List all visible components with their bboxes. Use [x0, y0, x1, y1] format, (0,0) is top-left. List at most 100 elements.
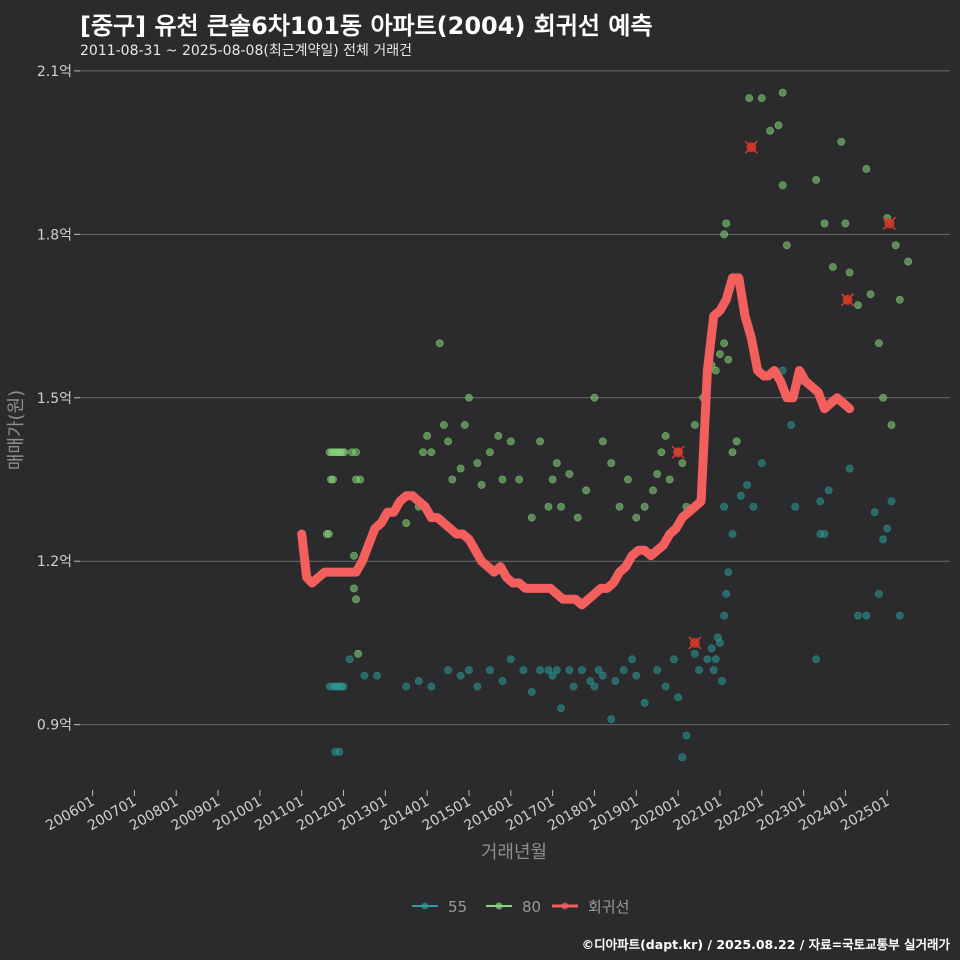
legend-label: 55 [448, 898, 467, 916]
data-point-55 [854, 611, 862, 620]
series-80-points [322, 88, 913, 658]
outlier-cross [840, 293, 855, 307]
series-55-points [325, 366, 904, 762]
data-point-80 [820, 219, 829, 228]
data-point-80 [352, 475, 360, 484]
data-point-55 [456, 671, 465, 680]
data-point-55 [628, 655, 637, 664]
data-point-55 [874, 589, 883, 598]
data-point-55 [619, 666, 628, 675]
data-point-55 [791, 502, 800, 511]
data-point-55 [444, 666, 452, 675]
data-point-55 [506, 655, 515, 664]
data-point-80 [435, 339, 444, 348]
data-point-55 [335, 747, 344, 756]
data-point-55 [653, 666, 662, 675]
data-point-55 [678, 753, 687, 762]
outlier-cross [882, 216, 896, 230]
data-point-80 [582, 486, 591, 495]
legend-key-dot [561, 902, 569, 910]
data-point-80 [757, 94, 766, 103]
data-point-55 [883, 524, 892, 533]
y-tick-label: 1.5억 [37, 391, 72, 407]
data-point-80 [716, 350, 724, 359]
data-point-80 [887, 421, 896, 429]
y-axis-title: 매매가(원) [6, 390, 27, 470]
legend: 55 80 회귀선 [412, 898, 629, 916]
data-point-55 [498, 677, 507, 685]
data-point-55 [707, 644, 716, 653]
data-point-80 [444, 437, 452, 446]
data-point-80 [460, 421, 469, 429]
x-axis-title: 거래년월 [481, 842, 547, 863]
data-point-55 [548, 671, 557, 680]
data-point-80 [465, 393, 473, 402]
data-point-80 [548, 475, 557, 484]
data-point-80 [506, 437, 515, 446]
data-point-80 [722, 219, 731, 228]
y-tick-label: 0.9억 [37, 718, 72, 734]
data-point-55 [787, 421, 795, 429]
data-point-55 [862, 611, 871, 620]
data-point-80 [607, 459, 616, 468]
data-point-80 [515, 475, 524, 484]
data-point-55 [718, 677, 726, 685]
data-point-80 [866, 290, 875, 299]
data-point-80 [766, 126, 775, 135]
data-point-80 [653, 470, 662, 478]
data-point-55 [812, 655, 821, 664]
data-point-80 [552, 459, 561, 468]
data-point-55 [820, 530, 829, 538]
data-point-55 [594, 666, 603, 675]
data-point-55 [845, 464, 854, 473]
data-point-55 [895, 611, 904, 620]
data-point-55 [632, 671, 641, 680]
data-point-80 [423, 431, 432, 440]
data-point-80 [732, 437, 741, 446]
data-point-80 [419, 448, 427, 457]
data-point-80 [494, 431, 503, 440]
legend-key-dot [495, 902, 503, 910]
data-point-80 [657, 448, 666, 457]
y-tick-label: 1.8억 [37, 227, 72, 243]
data-point-80 [590, 393, 599, 402]
data-point-55 [711, 655, 720, 664]
data-point-55 [569, 682, 578, 691]
data-point-55 [879, 535, 887, 544]
outlier-cross [688, 636, 702, 650]
data-point-80 [841, 219, 850, 228]
data-point-55 [709, 666, 718, 675]
data-point-55 [870, 508, 879, 517]
data-point-80 [649, 486, 657, 495]
data-point-80 [904, 257, 913, 266]
y-tick-label: 2.1억 [37, 64, 72, 80]
data-point-55 [703, 655, 712, 664]
data-point-80 [340, 448, 349, 457]
data-point-80 [329, 475, 337, 484]
regression-line-group [297, 273, 855, 610]
data-point-80 [448, 475, 457, 484]
data-point-80 [527, 513, 536, 522]
data-point-55 [519, 666, 528, 675]
data-point-80 [544, 502, 553, 511]
data-point-55 [816, 497, 825, 506]
legend-key-dot [421, 902, 429, 910]
data-point-80 [473, 459, 482, 468]
data-point-55 [360, 671, 369, 680]
data-point-55 [544, 666, 553, 675]
data-point-80 [498, 475, 507, 484]
data-point-55 [757, 459, 766, 468]
chart-subtitle: 2011-08-31 ~ 2025-08-08(최근계약일) 전체 거래건 [80, 43, 412, 59]
data-point-80 [720, 339, 729, 348]
data-point-55 [743, 481, 752, 489]
y-axis-ticks: 0.9억 1.2억 1.5억 1.8억 2.1억 [37, 64, 80, 734]
data-point-80 [891, 241, 900, 250]
data-point-80 [598, 437, 607, 446]
data-point-80 [632, 513, 641, 522]
data-point-55 [345, 655, 354, 664]
data-point-55 [674, 693, 683, 702]
data-point-55 [565, 666, 574, 675]
data-point-80 [615, 502, 624, 511]
data-point-80 [439, 421, 448, 429]
